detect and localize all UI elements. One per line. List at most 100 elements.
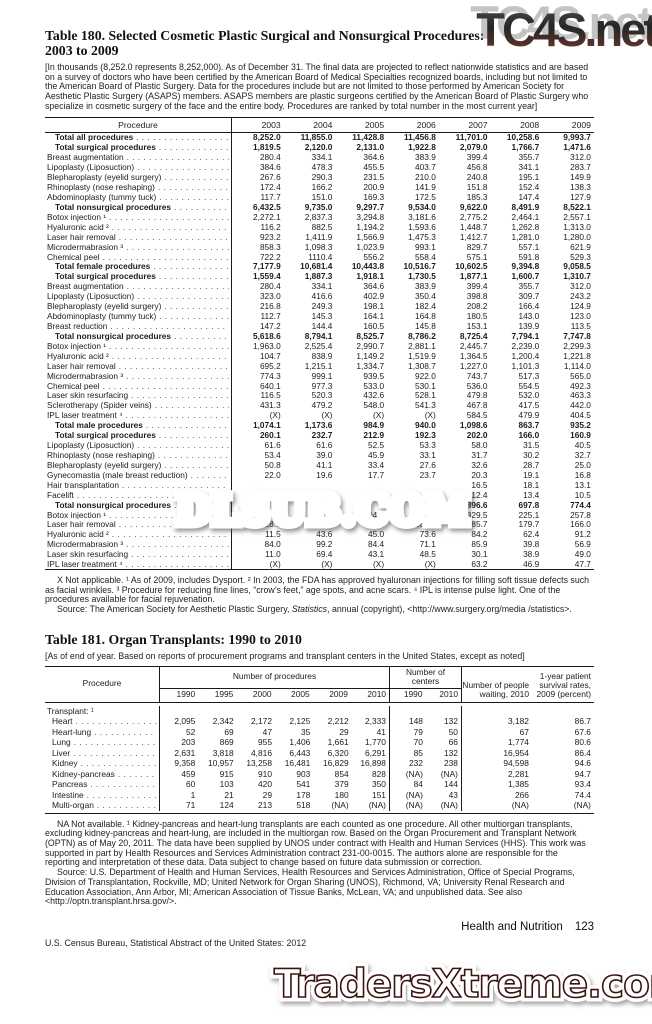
- value-cell: 267.6: [259, 172, 281, 183]
- row-label-cell: Hyaluronic acid ²: [45, 529, 232, 540]
- table-row: Blepharoplasty (eyelid surgery) 50.8 41.1 3…: [45, 460, 594, 470]
- row-label-cell: Blepharoplasty (eyelid surgery): [45, 301, 232, 312]
- value-cell: 48.5: [419, 549, 436, 560]
- row-label-cell: Microdermabrasion ³: [45, 539, 232, 550]
- dot-leader: [119, 361, 229, 371]
- value-cell: 459: [181, 768, 196, 779]
- page-number: 123: [574, 920, 594, 933]
- value-cell: 517.3: [518, 370, 540, 381]
- value-cell: 17.7: [367, 469, 385, 480]
- value-cell: 1,559.4: [253, 271, 281, 282]
- dot-leader: [191, 470, 229, 480]
- value-cell: 922.0: [415, 370, 436, 381]
- row-label-cell: Rhinoplasty (nose reshaping): [45, 182, 232, 193]
- table-row: Blepharoplasty (eyelid surgery) 267.6 290.…: [45, 172, 594, 182]
- row-label-cell: IPL laser treatment ⁴: [45, 410, 232, 421]
- value-cell: 84.0: [264, 539, 281, 550]
- value-cell: 1,114.0: [563, 360, 591, 371]
- dot-leader: [103, 381, 229, 391]
- value-cell: 12.4: [471, 489, 488, 500]
- value-cell: 41.1: [316, 459, 333, 470]
- value-cell: 9,394.8: [511, 261, 540, 272]
- row-label-cell: Heart: [45, 716, 160, 727]
- row-label-cell: Hair transplantation: [45, 479, 232, 490]
- value-cell: (NA): [511, 800, 529, 811]
- value-cell: 416.6: [311, 291, 333, 302]
- row-label: Liver: [52, 747, 71, 758]
- dot-leader: [159, 142, 229, 152]
- value-cell: 329.5: [466, 509, 488, 520]
- year-header: 2010: [439, 689, 458, 700]
- value-cell: 179.7: [518, 519, 540, 530]
- value-cell: 300.5: [415, 509, 436, 520]
- value-cell: (X): [373, 410, 385, 421]
- value-cell: 19.6: [316, 469, 333, 480]
- value-cell: 858.3: [259, 241, 281, 252]
- table180-header-row: Procedure 2003 2004 2005 2006 2007 2008 …: [45, 117, 594, 133]
- value-cell: 456.8: [466, 162, 488, 173]
- value-cell: 2,525.4: [304, 340, 333, 351]
- table-row: Laser skin resurfacing 11.0 69.4 43.1 48.5 30…: [45, 549, 594, 559]
- row-label-cell: Lipoplasty (Liposuction): [45, 291, 232, 302]
- value-cell: 113.5: [570, 321, 591, 331]
- value-cell: 984.9: [363, 420, 385, 431]
- value-cell: 28.7: [523, 459, 540, 470]
- value-cell: 1,877.1: [459, 271, 488, 282]
- dot-leader: [164, 460, 229, 470]
- value-cell: 520.3: [311, 390, 333, 401]
- value-cell: 896.6: [466, 499, 488, 510]
- value-cell: 1,887.3: [304, 271, 333, 282]
- dot-leader: [90, 779, 157, 789]
- table-row: Hyaluronic acid ² 11.5 43.6 45.0 73.6 84.2 62.…: [45, 529, 594, 539]
- t180-rows: Total all procedures 8,252.0 11,855.0 11,42…: [45, 132, 594, 569]
- running-head: Health and Nutrition 123: [45, 921, 594, 933]
- dot-leader: [103, 252, 229, 262]
- value-cell: 124.9: [570, 301, 591, 312]
- value-cell: 591.8: [518, 251, 540, 262]
- value-cell: 548.0: [363, 400, 385, 411]
- row-label: Blepharoplasty (eyelid surgery): [47, 301, 162, 312]
- row-label-cell: Rhinoplasty (nose reshaping): [45, 450, 232, 460]
- row-label: Gynecomastia (male breast reduction): [47, 469, 188, 480]
- value-cell: 312.0: [570, 152, 591, 163]
- row-label-cell: Total nonsurgical procedures: [45, 499, 232, 510]
- value-cell: 149.9: [570, 172, 591, 183]
- value-cell: [232, 490, 284, 500]
- value-cell: 196.8: [311, 519, 333, 530]
- dot-leader: [77, 490, 229, 500]
- watermark-tradersxtreme: TradersXtreme.com: [273, 961, 652, 1008]
- value-cell: 10,258.6: [506, 132, 540, 143]
- dot-leader: [109, 212, 229, 222]
- value-cell: 73.6: [419, 529, 436, 540]
- row-label-cell: Breast augmentation: [45, 281, 232, 292]
- dot-leader: [112, 222, 229, 232]
- value-cell: 882.5: [311, 221, 333, 232]
- value-cell: 71.1: [419, 539, 436, 550]
- source-italic: Statistics: [291, 604, 328, 615]
- value-cell: 151: [352, 789, 390, 801]
- value-cell: [426, 705, 462, 717]
- value-cell: 556.2: [363, 251, 385, 262]
- value-cell: 33.4: [367, 459, 385, 470]
- dot-leader: [127, 152, 229, 162]
- table180-source: Source: The American Society for Aesthet…: [45, 604, 594, 615]
- value-cell: 212.9: [363, 430, 385, 441]
- table-row: Breast augmentation 280.4 334.1 364.6 383.9 3…: [45, 281, 594, 291]
- row-label-cell: Total nonsurgical procedures: [45, 330, 232, 341]
- dot-leader: [131, 390, 229, 400]
- row-label-cell: Lipoplasty (Liposuction): [45, 162, 232, 173]
- value-cell: 38.9: [523, 549, 540, 560]
- value-cell: 232: [408, 758, 423, 769]
- value-cell: 479.8: [466, 390, 488, 401]
- year-header: 2009: [329, 689, 348, 700]
- value-cell: (NA): [573, 800, 591, 811]
- value-cell: 91.2: [574, 529, 591, 540]
- value-cell: 231.5: [363, 172, 385, 183]
- value-cell: 182.4: [415, 301, 436, 312]
- value-cell: 71: [186, 800, 196, 811]
- row-label: Total surgical procedures: [55, 271, 156, 282]
- dot-leader: [81, 758, 157, 768]
- table180-footnote: X Not applicable. ¹ As of 2009, includes…: [45, 575, 590, 605]
- table180-header-year: 2008: [520, 119, 540, 130]
